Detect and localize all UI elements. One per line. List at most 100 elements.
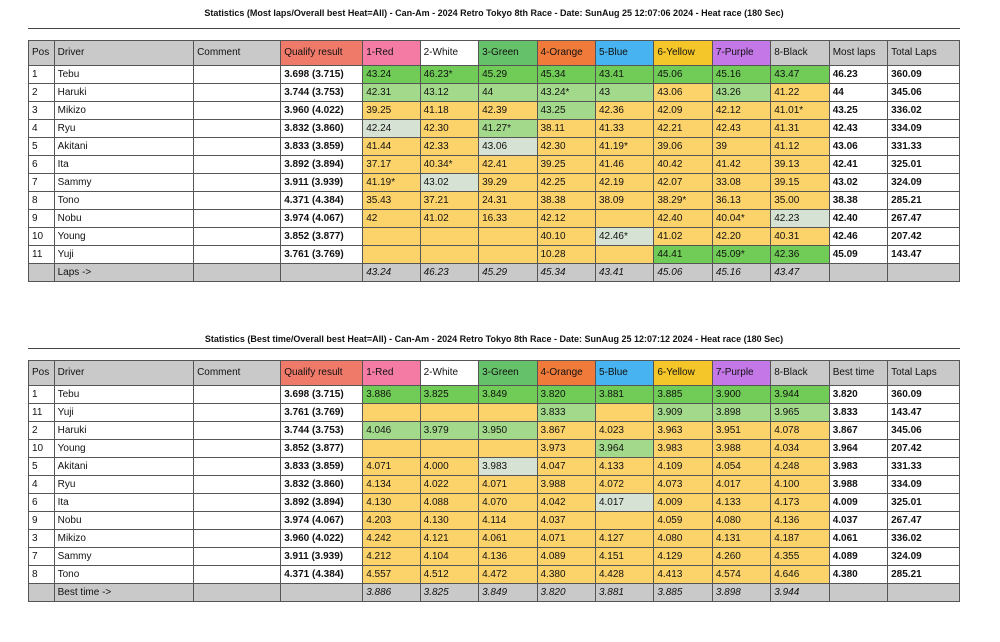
cell-total-laps: 334.09 <box>887 119 960 138</box>
cell-green: 4.114 <box>478 511 538 530</box>
cell-black: 35.00 <box>770 191 830 210</box>
footer-cell-purple: 45.16 <box>711 263 772 282</box>
table-row: 4 Ryu 3.832 (3.860) 4.134 4.022 4.071 3.988 4.0… <box>28 475 960 494</box>
most-laps-title: Statistics (Most laps/Overall best Heat=… <box>204 8 784 18</box>
cell-black: 3.965 <box>770 403 830 422</box>
cell-black: 41.01* <box>770 101 830 120</box>
cell-green: 44 <box>478 83 538 102</box>
cell-pos: 7 <box>28 547 55 566</box>
cell-green <box>478 245 538 264</box>
column-header-orange: 4-Orange <box>536 40 596 66</box>
cell-orange: 40.10 <box>536 227 596 246</box>
cell-black: 41.12 <box>770 137 830 156</box>
cell-orange: 38.38 <box>536 191 596 210</box>
cell-blue: 42.36 <box>594 101 655 120</box>
column-header-yellow: 6-Yellow <box>653 360 713 386</box>
cell-driver: Yuji <box>53 403 195 422</box>
cell-blue: 38.09 <box>594 191 655 210</box>
cell-red: 43.24 <box>362 65 421 84</box>
title-divider <box>28 28 960 29</box>
cell-white: 4.000 <box>419 457 480 476</box>
cell-summary: 45.09 <box>828 245 889 264</box>
cell-purple: 43.26 <box>711 83 772 102</box>
cell-red: 35.43 <box>362 191 421 210</box>
cell-red: 41.19* <box>362 173 421 192</box>
column-header-red: 1-Red <box>362 40 421 66</box>
cell-white: 4.022 <box>419 475 480 494</box>
title-divider <box>28 348 960 349</box>
cell-driver: Tebu <box>53 385 195 404</box>
cell-black: 42.36 <box>770 245 830 264</box>
cell-orange: 10.28 <box>536 245 596 264</box>
cell-comment <box>193 421 282 440</box>
cell-driver: Ryu <box>53 119 195 138</box>
cell-driver: Tebu <box>53 65 195 84</box>
cell-orange: 4.037 <box>536 511 596 530</box>
cell-summary: 4.009 <box>828 493 889 512</box>
cell-comment <box>193 155 282 174</box>
cell-blue: 43 <box>594 83 655 102</box>
cell-pos: 3 <box>28 529 55 548</box>
cell-pos: 2 <box>28 83 55 102</box>
footer-cell-driver: Best time -> <box>53 583 195 602</box>
cell-total-laps: 325.01 <box>887 155 960 174</box>
cell-orange: 3.833 <box>536 403 596 422</box>
table-row: 8 Tono 4.371 (4.384) 4.557 4.512 4.472 4.380 4.… <box>28 565 960 584</box>
cell-pos: 4 <box>28 475 55 494</box>
cell-white: 40.34* <box>419 155 480 174</box>
cell-white: 4.130 <box>419 511 480 530</box>
cell-green: 24.31 <box>478 191 538 210</box>
table-row: 7 Sammy 3.911 (3.939) 4.212 4.104 4.136 4.089 4… <box>28 547 960 566</box>
cell-green: 43.06 <box>478 137 538 156</box>
footer-cell-green: 3.849 <box>478 583 538 602</box>
cell-orange: 42.12 <box>536 209 596 228</box>
cell-blue: 4.023 <box>594 421 655 440</box>
column-header-summary: Most laps <box>828 40 889 66</box>
cell-driver: Nobu <box>53 209 195 228</box>
cell-yellow: 41.02 <box>653 227 713 246</box>
footer-cell-white: 3.825 <box>419 583 480 602</box>
cell-pos: 5 <box>28 137 55 156</box>
column-header-blue: 5-Blue <box>594 360 655 386</box>
footer-cell-yellow: 3.885 <box>653 583 713 602</box>
cell-total-laps: 207.42 <box>887 439 960 458</box>
cell-pos: 5 <box>28 457 55 476</box>
cell-summary: 4.089 <box>828 547 889 566</box>
cell-summary: 42.46 <box>828 227 889 246</box>
footer-cell-summary <box>828 583 889 602</box>
cell-summary: 3.833 <box>828 403 889 422</box>
cell-total-laps: 336.02 <box>887 101 960 120</box>
cell-driver: Haruki <box>53 83 195 102</box>
footer-cell-summary <box>828 263 889 282</box>
cell-summary: 3.964 <box>828 439 889 458</box>
cell-pos: 7 <box>28 173 55 192</box>
cell-white: 4.088 <box>419 493 480 512</box>
cell-black: 40.31 <box>770 227 830 246</box>
cell-total-laps: 324.09 <box>887 173 960 192</box>
cell-purple: 45.09* <box>711 245 772 264</box>
column-header-green: 3-Green <box>478 40 538 66</box>
cell-purple: 39 <box>711 137 772 156</box>
cell-total-laps: 360.09 <box>887 65 960 84</box>
cell-black: 3.944 <box>770 385 830 404</box>
cell-red <box>362 245 421 264</box>
footer-cell-pos <box>28 583 55 602</box>
cell-purple: 36.13 <box>711 191 772 210</box>
cell-red: 4.557 <box>362 565 421 584</box>
footer-cell-comment <box>193 263 282 282</box>
header-row: Pos Driver Comment Qualify result 1-Red 2-Whi… <box>28 40 960 66</box>
cell-black: 42.23 <box>770 209 830 228</box>
cell-total-laps: 325.01 <box>887 493 960 512</box>
cell-orange: 43.25 <box>536 101 596 120</box>
cell-driver: Ita <box>53 155 195 174</box>
table-row: 6 Ita 3.892 (3.894) 4.130 4.088 4.070 4.042 4.0… <box>28 493 960 512</box>
cell-white: 46.23* <box>419 65 480 84</box>
cell-total-laps: 143.47 <box>887 403 960 422</box>
column-header-summary: Best time <box>828 360 889 386</box>
cell-white: 37.21 <box>419 191 480 210</box>
cell-green: 4.136 <box>478 547 538 566</box>
cell-qualify: 3.698 (3.715) <box>280 385 364 404</box>
table-row: 11 Yuji 3.761 (3.769) 3.833 3.909 3.898 3.965 3… <box>28 403 960 422</box>
column-header-white: 2-White <box>419 40 480 66</box>
cell-black: 4.187 <box>770 529 830 548</box>
